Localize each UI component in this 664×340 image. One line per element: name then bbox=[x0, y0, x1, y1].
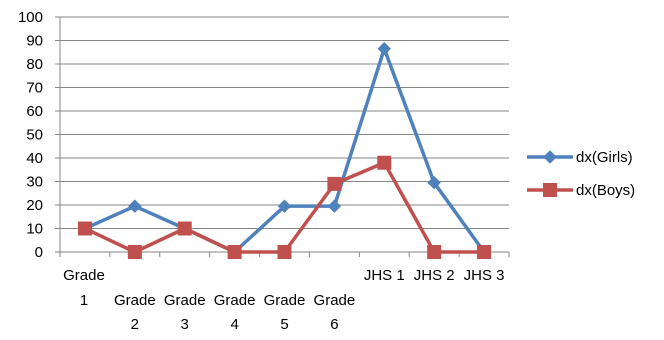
x-tick-label-line2: 4 bbox=[230, 316, 238, 333]
axes bbox=[55, 16, 510, 257]
series-line bbox=[84, 46, 486, 254]
legend-label: dx(Boys) bbox=[576, 182, 635, 199]
series bbox=[77, 42, 492, 259]
x-tick-label: JHS 1 bbox=[364, 267, 405, 284]
legend: dx(Girls) dx(Boys) bbox=[527, 149, 635, 199]
y-tick-label: 100 bbox=[18, 9, 43, 26]
x-tick-label: Grade bbox=[164, 292, 206, 309]
y-tick-label: 0 bbox=[35, 244, 43, 261]
data-point bbox=[327, 176, 342, 191]
legend-marker bbox=[543, 150, 557, 164]
x-tick-label: Grade bbox=[214, 292, 256, 309]
legend-marker bbox=[543, 183, 557, 197]
y-tick-label: 90 bbox=[26, 33, 43, 50]
data-point bbox=[377, 42, 391, 56]
data-point bbox=[128, 199, 142, 213]
data-point bbox=[77, 221, 92, 236]
data-point bbox=[477, 245, 492, 259]
legend-label: dx(Girls) bbox=[576, 149, 633, 166]
data-point bbox=[427, 175, 441, 190]
data-point bbox=[227, 245, 242, 259]
y-tick-label: 60 bbox=[26, 103, 43, 120]
x-tick-label: Grade bbox=[114, 292, 156, 309]
x-tick-label-line2: 6 bbox=[330, 316, 338, 333]
x-tick-label: JHS 2 bbox=[414, 267, 455, 284]
y-tick-label: 80 bbox=[26, 56, 43, 73]
y-tick-label: 40 bbox=[26, 150, 43, 167]
data-point bbox=[427, 245, 442, 259]
x-tick-label-line2: 3 bbox=[181, 316, 189, 333]
y-tick-label: 50 bbox=[26, 127, 43, 144]
series-1 bbox=[78, 42, 491, 259]
x-tick-label-line2: 5 bbox=[280, 316, 288, 333]
y-tick-label: 10 bbox=[26, 221, 43, 238]
gridlines bbox=[60, 16, 509, 229]
y-axis-tick-labels: 0 10 20 30 40 50 60 70 80 90 100 bbox=[18, 9, 43, 261]
x-tick-label: JHS 3 bbox=[464, 267, 505, 284]
series-2 bbox=[77, 155, 492, 259]
y-tick-label: 70 bbox=[26, 80, 43, 97]
x-tick-label-line2: 2 bbox=[131, 316, 139, 333]
data-point bbox=[127, 245, 142, 259]
x-tick-label: Grade bbox=[314, 292, 356, 309]
legend-entry: dx(Boys) bbox=[527, 182, 635, 199]
data-point bbox=[377, 155, 392, 170]
y-tick-label: 20 bbox=[26, 197, 43, 214]
y-tick-label: 30 bbox=[26, 174, 43, 191]
x-tick-label-line2: 1 bbox=[80, 292, 88, 309]
x-tick-label: Grade bbox=[264, 292, 306, 309]
data-point bbox=[327, 199, 342, 213]
legend-entry: dx(Girls) bbox=[527, 149, 633, 166]
x-tick-label: Grade bbox=[63, 267, 105, 284]
x-axis-tick-labels: Grade 1 Grade 2 Grade 3 Grade 4 Grade 5 Grade 6 JHS … bbox=[63, 267, 504, 333]
data-point bbox=[277, 199, 292, 213]
data-point bbox=[277, 245, 292, 259]
data-point bbox=[177, 221, 192, 236]
